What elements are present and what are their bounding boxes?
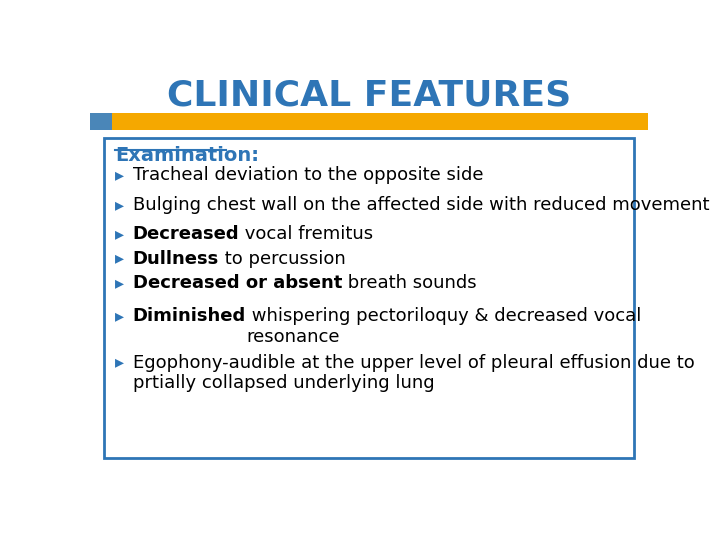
Text: Examination:: Examination:	[114, 146, 258, 165]
Text: CLINICAL FEATURES: CLINICAL FEATURES	[167, 79, 571, 113]
Text: Tracheal deviation to the opposite side: Tracheal deviation to the opposite side	[132, 166, 483, 185]
Text: Egophony-audible at the upper level of pleural effusion due to
prtially collapse: Egophony-audible at the upper level of p…	[132, 354, 694, 393]
Text: ▸: ▸	[114, 307, 124, 325]
Text: ▸: ▸	[114, 166, 124, 185]
Text: Diminished: Diminished	[132, 307, 246, 325]
Text: Bulging chest wall on the affected side with reduced movement: Bulging chest wall on the affected side …	[132, 195, 709, 214]
Text: ▸: ▸	[114, 354, 124, 372]
Text: ▸: ▸	[114, 249, 124, 268]
Text: ▸: ▸	[114, 274, 124, 292]
Text: vocal fremitus: vocal fremitus	[239, 225, 374, 243]
Text: whispering pectoriloquy & decreased vocal
resonance: whispering pectoriloquy & decreased voca…	[246, 307, 642, 346]
Text: Dullness: Dullness	[132, 249, 219, 268]
Text: breath sounds: breath sounds	[342, 274, 477, 292]
Text: ▸: ▸	[114, 195, 124, 214]
Text: to percussion: to percussion	[219, 249, 346, 268]
FancyBboxPatch shape	[104, 138, 634, 457]
Bar	[90, 113, 112, 130]
Text: ▸: ▸	[114, 225, 124, 243]
Text: Decreased: Decreased	[132, 225, 239, 243]
Bar	[112, 113, 648, 130]
Text: Decreased or absent: Decreased or absent	[132, 274, 342, 292]
